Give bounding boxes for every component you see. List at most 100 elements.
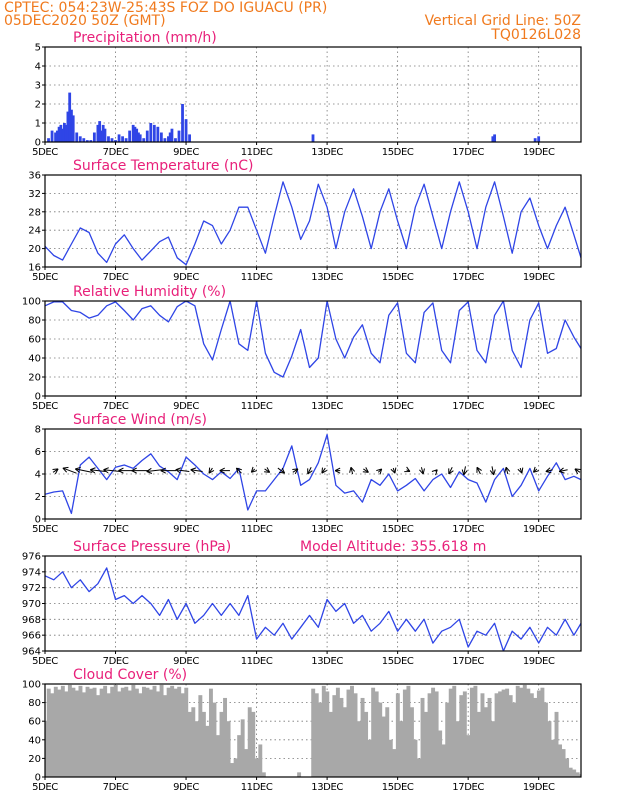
header: CPTEC: 054:23W-25:43S FOZ DO IGUACU (PR)… xyxy=(4,0,581,43)
x-tick-label: 17DEC xyxy=(452,147,484,158)
wind-arrow-head xyxy=(574,468,581,475)
x-tick-label: 19DEC xyxy=(523,656,555,667)
precip-bar xyxy=(107,136,110,142)
cloud-bar xyxy=(74,690,79,777)
precip-bar xyxy=(184,119,188,142)
cloud-bar xyxy=(484,707,488,777)
run-date: 05DEC2020 50Z (GMT) xyxy=(4,13,166,29)
temp-title: Surface Temperature (nC) xyxy=(73,158,254,174)
wind-arrow xyxy=(476,467,481,475)
cloud-bar xyxy=(184,687,189,777)
x-tick-label: 17DEC xyxy=(452,656,484,667)
x-tick-label: 15DEC xyxy=(382,524,414,535)
cloud-bar xyxy=(480,693,485,777)
cloud-bar xyxy=(145,687,150,777)
cloud-bar xyxy=(45,721,48,777)
precip-panel: 0 1 2 3 4 5 5DEC 7DEC 9DEC 11DEC 13DEC 15DEC 17DEC 19… xyxy=(32,30,582,158)
y-tick-label: 3 xyxy=(35,81,41,92)
y-tick-label: 4 xyxy=(35,62,41,73)
precip-bar xyxy=(491,136,495,142)
x-tick-label: 19DEC xyxy=(523,272,555,283)
temp-frame xyxy=(44,174,582,268)
precip-bar xyxy=(311,134,315,142)
temp-panel: 16 20 24 28 32 36 5DEC 7DEC 9DEC 11DEC 13DEC 15DEC 1… xyxy=(28,158,582,283)
panels: 0 1 2 3 4 5 5DEC 7DEC 9DEC 11DEC 13DEC 15DEC 17DEC 19… xyxy=(22,30,582,793)
cloud-bar xyxy=(78,685,83,777)
wind-arrow xyxy=(307,467,312,475)
precip-bar xyxy=(156,126,160,142)
cloud-bar xyxy=(141,686,146,777)
cloud-bar xyxy=(46,688,51,777)
cloud-bar xyxy=(194,721,199,777)
pres-series xyxy=(45,567,581,651)
cloud-bar xyxy=(540,687,545,777)
x-tick-label: 13DEC xyxy=(311,401,343,412)
cloud-bar xyxy=(64,691,69,777)
cloud-bar xyxy=(452,685,457,777)
x-tick-label: 5DEC xyxy=(32,782,58,793)
x-tick-label: 11DEC xyxy=(241,524,273,535)
cloud-bar xyxy=(325,691,330,777)
temp-grid xyxy=(44,175,581,267)
cloud-bar xyxy=(498,691,503,777)
precip-bar xyxy=(493,134,497,142)
temp-line xyxy=(45,181,581,266)
x-tick-label: 5DEC xyxy=(32,524,58,535)
cloud-bar xyxy=(131,684,136,777)
cloud-bar xyxy=(201,711,206,777)
x-tick-label: 15DEC xyxy=(382,401,414,412)
precip-bar xyxy=(71,115,75,142)
precip-bar xyxy=(62,123,66,142)
precip-bar xyxy=(159,132,163,142)
wind-line xyxy=(45,433,581,515)
wind-arrow-head xyxy=(362,467,369,473)
y-tick-label: 976 xyxy=(22,552,41,563)
wind-arrow-head xyxy=(89,467,96,474)
cloud-bar xyxy=(526,688,531,777)
cloud-bar xyxy=(57,689,62,777)
cloud-bar xyxy=(579,774,581,777)
y-tick-label: 16 xyxy=(28,263,41,274)
cloud-bar xyxy=(515,685,520,777)
cloud-bar xyxy=(124,686,129,777)
cloud-bar xyxy=(82,692,86,777)
y-tick-label: 2 xyxy=(35,100,41,111)
wind-arrow-head xyxy=(279,467,286,474)
precip-bar xyxy=(103,128,107,142)
x-tick-label: 13DEC xyxy=(311,272,343,283)
x-tick-label: 15DEC xyxy=(382,782,414,793)
y-tick-label: 40 xyxy=(28,735,41,746)
cloud-bar xyxy=(152,685,157,777)
x-tick-label: 11DEC xyxy=(241,782,273,793)
x-tick-label: 13DEC xyxy=(311,524,343,535)
cloud-bar xyxy=(469,687,474,777)
precip-bar xyxy=(145,130,149,142)
cloud-bar xyxy=(251,711,256,777)
precip-bar xyxy=(57,126,61,142)
x-tick-label: 17DEC xyxy=(452,782,484,793)
rh-panel: 0 20 40 60 80 100 5DEC 7DEC 9DEC 11DEC 13DEC 15DEC 1… xyxy=(22,284,582,412)
y-tick-label: 36 xyxy=(28,171,41,182)
x-tick-label: 19DEC xyxy=(523,782,555,793)
x-tick-label: 15DEC xyxy=(382,147,414,158)
y-tick-label: 972 xyxy=(22,583,41,594)
cloud-bar xyxy=(427,693,432,777)
wind-arrow xyxy=(491,466,495,475)
cloud-bar xyxy=(561,749,566,777)
precip-bar xyxy=(68,92,72,142)
cloud-bar xyxy=(551,739,555,777)
x-tick-label: 7DEC xyxy=(103,272,129,283)
cloud-panel: 0 20 40 60 80 100 5DEC 7DEC 9DEC 11DEC 13DEC 15DEC 1… xyxy=(22,667,582,793)
x-tick-label: 11DEC xyxy=(241,272,273,283)
x-tick-label: 11DEC xyxy=(241,401,273,412)
y-tick-label: 5 xyxy=(35,43,41,54)
wind-arrow-head xyxy=(103,467,109,474)
x-tick-label: 11DEC xyxy=(241,656,273,667)
cloud-bar xyxy=(434,691,439,777)
y-tick-label: 4 xyxy=(35,470,41,481)
wind-arrow xyxy=(420,467,424,475)
precip-bar xyxy=(100,130,103,142)
x-tick-label: 11DEC xyxy=(241,147,273,158)
x-tick-label: 13DEC xyxy=(311,656,343,667)
cloud-bar xyxy=(127,690,132,777)
